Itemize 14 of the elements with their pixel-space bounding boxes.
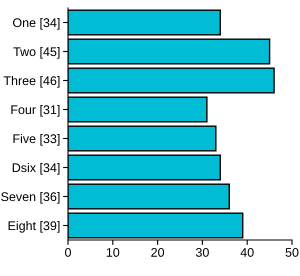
- y-tick-label: Three [46]: [4, 76, 60, 88]
- x-tick-label: 20: [151, 248, 164, 257]
- y-tick-label: Four [31]: [11, 104, 60, 117]
- y-tick-label: One [34]: [13, 18, 60, 30]
- x-tick-label: 0: [65, 248, 71, 257]
- x-tick-label: 30: [196, 248, 209, 257]
- y-tick-label: Two [45]: [13, 46, 60, 59]
- y-tick-label: Dsix [34]: [12, 162, 60, 175]
- x-tick-label: 50: [286, 248, 298, 257]
- x-tick-label: 10: [106, 248, 120, 257]
- y-tick-label: Seven [36]: [1, 192, 60, 204]
- y-tick-label: Five [33]: [13, 134, 60, 146]
- y-tick-label: Eight [39]: [8, 220, 60, 233]
- x-tick-label: 40: [240, 248, 254, 257]
